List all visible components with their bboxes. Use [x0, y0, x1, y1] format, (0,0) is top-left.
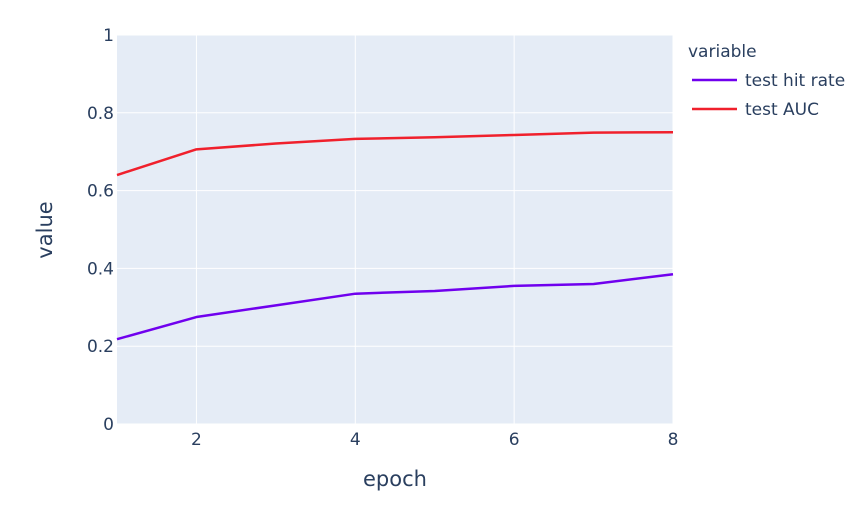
series-lines: [116, 131, 674, 341]
y-tick-label: 0: [103, 415, 114, 435]
y-tick-label: 0.8: [87, 104, 114, 124]
legend-title: variable: [688, 42, 757, 62]
plot-area: [117, 35, 673, 424]
legend-item[interactable]: test hit rate: [692, 71, 845, 91]
y-tick-labels: 0 0.2 0.4 0.6 0.8 1: [87, 26, 114, 435]
x-gridlines: [195, 35, 674, 424]
legend-label: test hit rate: [745, 71, 845, 91]
x-tick-label: 6: [509, 430, 520, 450]
legend-items[interactable]: test hit rate test AUC: [692, 71, 845, 120]
y-tick-label: 0.6: [87, 182, 114, 202]
x-axis-title: epoch: [363, 467, 427, 491]
y-tick-label: 0.4: [87, 259, 114, 279]
x-tick-label: 8: [668, 430, 679, 450]
x-tick-labels: 2 4 6 8: [191, 430, 678, 450]
x-tick-label: 4: [350, 430, 361, 450]
legend[interactable]: variable test hit rate test AUC: [688, 42, 845, 120]
series-line-test-hit-rate[interactable]: [116, 272, 674, 341]
y-tick-label: 1: [103, 26, 114, 46]
x-tick-label: 2: [191, 430, 202, 450]
legend-label: test AUC: [745, 100, 819, 120]
y-tick-label: 0.2: [87, 337, 114, 357]
series-line-test-auc[interactable]: [116, 131, 674, 177]
y-axis-title: value: [33, 201, 57, 258]
legend-item[interactable]: test AUC: [692, 100, 819, 120]
y-gridlines: [117, 34, 673, 425]
